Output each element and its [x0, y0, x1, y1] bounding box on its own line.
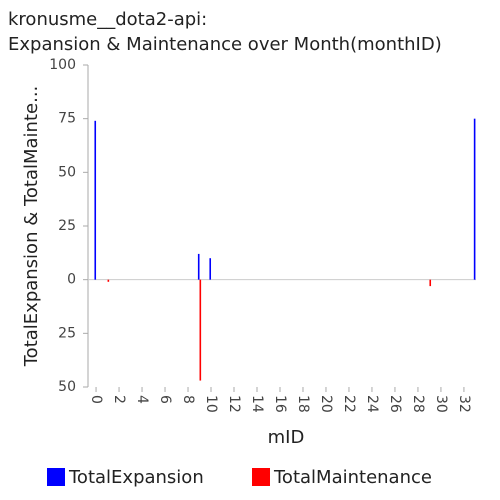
x-tick-label: 12 [226, 395, 242, 413]
x-tick-label: 0 [88, 395, 104, 404]
bar [107, 279, 110, 282]
y-axis-label: TotalExpansion & TotalMainte... [21, 86, 42, 368]
x-tick-label: 24 [364, 395, 380, 413]
bar [94, 120, 97, 280]
legend-swatch [47, 468, 65, 486]
legend-label: TotalMaintenance [273, 467, 432, 488]
x-tick-label: 16 [272, 395, 288, 413]
x-axis-label: mID [268, 427, 305, 448]
x-tick-label: 30 [433, 395, 449, 413]
y-tick-label: 50 [58, 164, 76, 180]
x-tick-label: 14 [249, 395, 265, 413]
bar [197, 253, 200, 280]
bar [473, 118, 476, 280]
x-tick-label: 26 [387, 395, 403, 413]
y-tick-label: 0 [67, 272, 76, 288]
bar [199, 279, 202, 381]
x-tick-label: 2 [111, 395, 127, 404]
chart-title: Expansion & Maintenance over Month(month… [8, 34, 442, 55]
x-tick-label: 28 [410, 395, 426, 413]
x-tick-label: 6 [157, 395, 173, 404]
x-tick-label: 8 [180, 395, 196, 404]
y-tick-label: 25 [58, 325, 76, 341]
y-tick-label: 100 [49, 57, 76, 73]
bar [209, 258, 212, 280]
x-tick-label: 22 [341, 395, 357, 413]
legend-label: TotalExpansion [68, 467, 204, 488]
chart-title: kronusme__dota2-api: [8, 9, 207, 30]
y-tick-label: 50 [58, 379, 76, 395]
x-tick-label: 10 [203, 395, 219, 413]
x-tick-label: 18 [295, 395, 311, 413]
legend-swatch [252, 468, 270, 486]
x-tick-label: 32 [456, 395, 472, 413]
y-tick-label: 75 [58, 111, 76, 127]
bar [429, 279, 432, 287]
x-tick-label: 4 [134, 395, 150, 404]
x-tick-label: 20 [318, 395, 334, 413]
y-tick-label: 25 [58, 218, 76, 234]
